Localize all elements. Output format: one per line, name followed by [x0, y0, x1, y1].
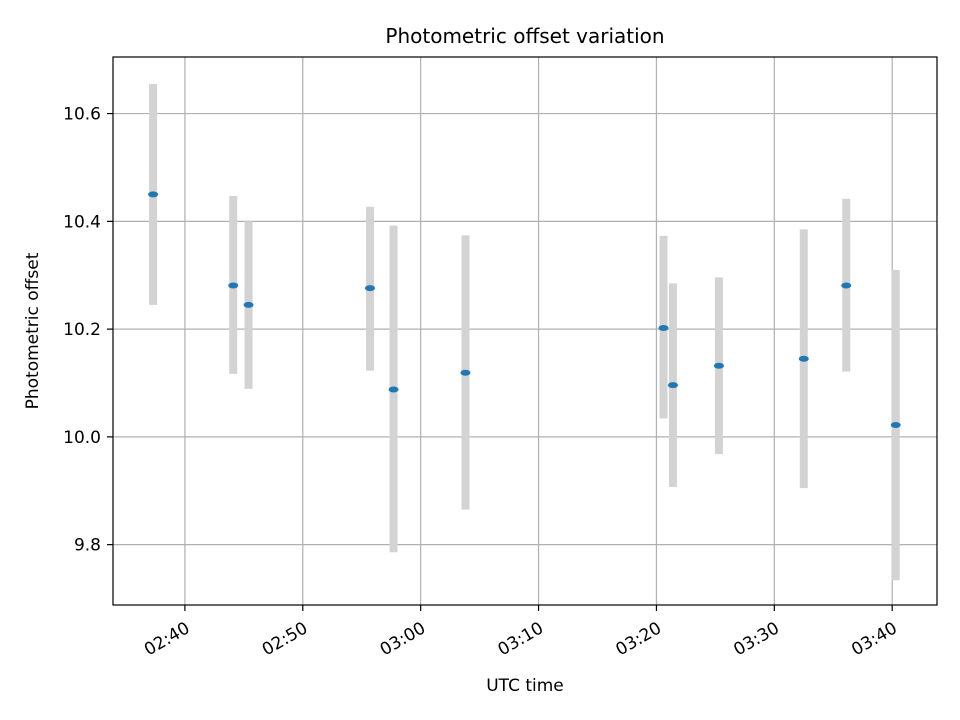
y-tick-label: 10.6	[63, 105, 101, 125]
y-axis-label: Photometric offset	[23, 252, 43, 409]
plot-frame	[112, 56, 938, 606]
data-points	[148, 191, 901, 429]
data-point	[890, 422, 901, 429]
data-point	[148, 191, 159, 198]
y-tick-label: 10.2	[63, 320, 101, 340]
data-point	[713, 362, 724, 369]
data-point	[388, 386, 399, 393]
data-point	[841, 282, 852, 289]
data-point	[364, 285, 375, 292]
y-axis-ticks: 9.8 10.0 10.2 10.4 10.6	[63, 105, 113, 556]
y-tick-label: 10.4	[63, 212, 101, 232]
data-point	[460, 369, 471, 376]
y-tick-label: 10.0	[63, 428, 101, 448]
data-point	[798, 355, 809, 362]
x-axis-label: UTC time	[486, 676, 564, 696]
data-point	[243, 301, 254, 308]
data-point	[228, 282, 239, 289]
data-point	[667, 382, 678, 389]
chart-title: Photometric offset variation	[385, 24, 664, 48]
data-point	[658, 325, 669, 332]
y-tick-label: 9.8	[74, 536, 101, 556]
